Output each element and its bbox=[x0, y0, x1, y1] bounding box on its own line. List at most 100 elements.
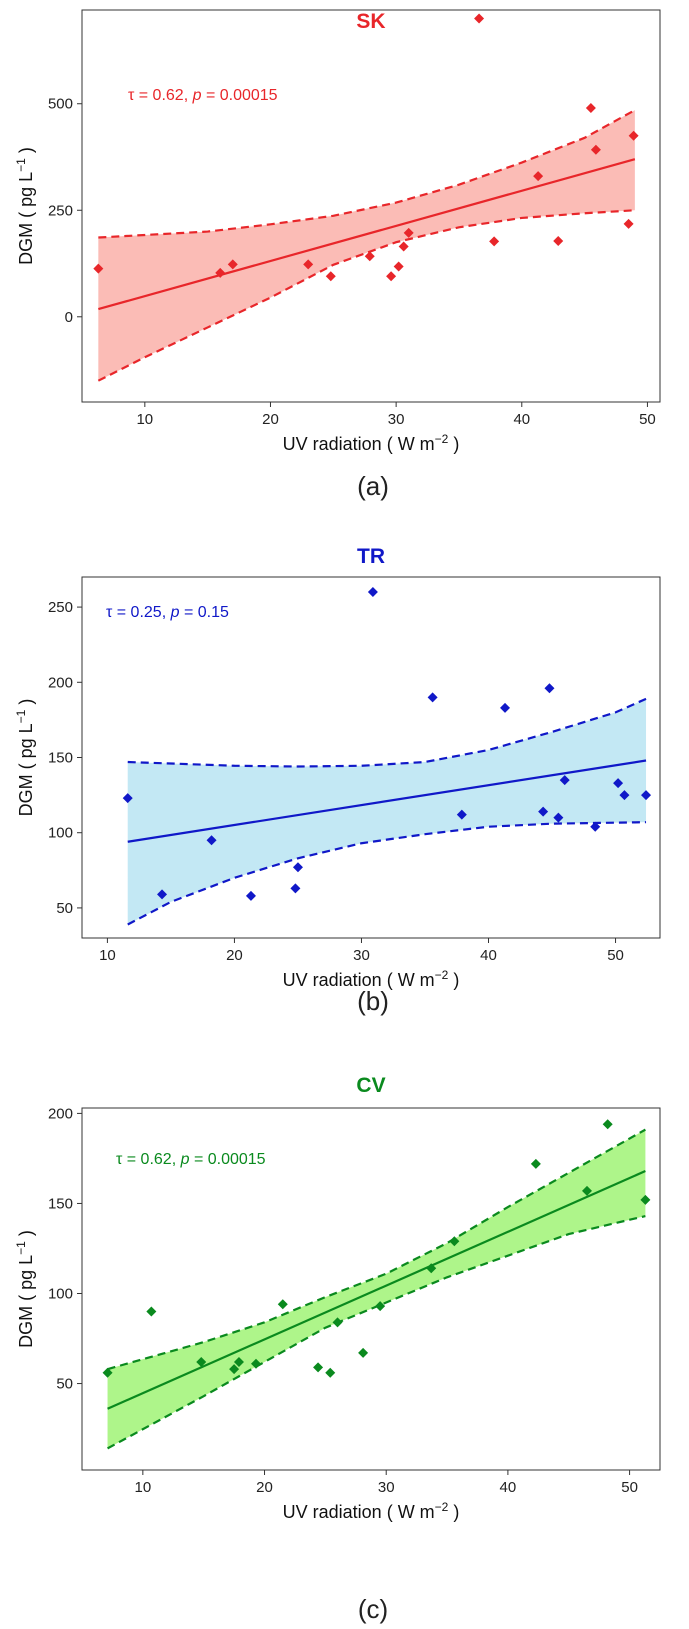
x-tick-label: 20 bbox=[226, 947, 243, 964]
confidence-band bbox=[127, 698, 647, 925]
stat-annotation: τ = 0.62, p = 0.00015 bbox=[128, 87, 278, 104]
x-tick-label: 10 bbox=[134, 1479, 151, 1496]
data-point bbox=[500, 702, 511, 713]
x-axis-label: UV radiation ( W m−2 ) bbox=[283, 968, 460, 990]
x-tick-label: 40 bbox=[513, 411, 530, 428]
chart-title: CV bbox=[356, 1074, 385, 1097]
data-point bbox=[292, 862, 303, 873]
stat-annotation: τ = 0.62, p = 0.00015 bbox=[116, 1151, 266, 1168]
data-point bbox=[533, 171, 544, 182]
data-point bbox=[590, 144, 601, 155]
chart-panel-cv: 10 20 30 40 50 50 100 150 200 CV τ = 0.62, p = 0.0… bbox=[14, 1074, 661, 1624]
x-tick-label: 50 bbox=[639, 411, 656, 428]
data-point bbox=[553, 235, 564, 246]
data-point bbox=[146, 1306, 157, 1317]
x-tick-label: 20 bbox=[256, 1479, 273, 1496]
plot-frame bbox=[81, 9, 661, 403]
plot-frame bbox=[81, 1107, 661, 1471]
y-tick-label: 150 bbox=[48, 750, 73, 767]
data-point bbox=[364, 251, 375, 262]
data-point bbox=[93, 263, 104, 274]
panel-label: (b) bbox=[357, 986, 389, 1016]
ci-upper-line bbox=[107, 1128, 646, 1371]
data-point bbox=[229, 1364, 240, 1375]
data-point bbox=[585, 103, 596, 113]
data-point bbox=[641, 790, 652, 801]
data-point bbox=[449, 1236, 460, 1247]
panel-label: (c) bbox=[358, 1594, 388, 1624]
y-tick-label: 100 bbox=[48, 1286, 73, 1303]
x-tick-label: 20 bbox=[262, 411, 279, 428]
data-point bbox=[403, 227, 414, 238]
x-tick-label: 10 bbox=[99, 947, 116, 964]
data-point bbox=[290, 883, 301, 894]
panel-label: (a) bbox=[357, 471, 389, 501]
data-point bbox=[619, 790, 630, 801]
data-point bbox=[215, 267, 226, 278]
x-tick-label: 50 bbox=[607, 947, 624, 964]
data-point bbox=[602, 1119, 613, 1130]
data-point bbox=[544, 683, 555, 694]
x-axis-label: UV radiation ( W m−2 ) bbox=[283, 1500, 460, 1522]
data-point bbox=[358, 1347, 369, 1358]
data-point bbox=[538, 806, 549, 817]
data-point bbox=[277, 1299, 288, 1310]
y-axis-label: DGM ( pg L−1 ) bbox=[14, 699, 36, 817]
data-point bbox=[251, 1358, 262, 1369]
x-tick-label: 50 bbox=[621, 1479, 638, 1496]
x-tick-label: 30 bbox=[378, 1479, 395, 1496]
data-point bbox=[102, 1367, 113, 1378]
data-point bbox=[640, 1194, 651, 1205]
data-point bbox=[489, 236, 500, 247]
x-tick-label: 40 bbox=[500, 1479, 517, 1496]
data-point bbox=[206, 835, 217, 846]
y-tick-label: 50 bbox=[56, 900, 73, 917]
x-tick-label: 30 bbox=[353, 947, 370, 964]
data-point bbox=[196, 1356, 207, 1367]
data-point bbox=[325, 1367, 336, 1378]
data-point bbox=[386, 271, 397, 282]
y-tick-label: 250 bbox=[48, 202, 73, 219]
y-tick-label: 150 bbox=[48, 1195, 73, 1212]
ci-lower-line bbox=[97, 209, 635, 382]
data-point bbox=[313, 1362, 324, 1373]
data-point bbox=[325, 271, 336, 282]
data-point bbox=[367, 587, 378, 598]
data-point bbox=[393, 261, 404, 272]
data-point bbox=[613, 778, 624, 789]
y-tick-label: 0 bbox=[65, 309, 73, 326]
x-axis-label: UV radiation ( W m−2 ) bbox=[283, 432, 460, 454]
data-point bbox=[398, 241, 409, 252]
chart-panel-tr: 10 20 30 40 50 50 100 150 200 250 TR τ = 0.25, p = … bbox=[14, 545, 661, 1016]
ci-upper-line bbox=[127, 697, 647, 768]
data-point bbox=[303, 259, 314, 270]
data-point bbox=[426, 1263, 437, 1274]
regression-line bbox=[107, 1170, 646, 1410]
ci-lower-line bbox=[107, 1214, 646, 1450]
data-point bbox=[157, 889, 168, 900]
x-tick-label: 40 bbox=[480, 947, 497, 964]
data-point bbox=[590, 821, 601, 832]
data-point bbox=[245, 890, 256, 901]
data-point bbox=[559, 775, 570, 786]
data-point bbox=[456, 809, 467, 820]
regression-line bbox=[98, 158, 636, 311]
y-axis-label: DGM ( pg L−1 ) bbox=[14, 1230, 36, 1348]
data-point bbox=[623, 218, 634, 229]
y-tick-label: 250 bbox=[48, 599, 73, 616]
stat-annotation: τ = 0.25, p = 0.15 bbox=[106, 604, 229, 621]
data-point bbox=[233, 1356, 244, 1367]
data-point bbox=[553, 812, 564, 823]
confidence-band bbox=[98, 110, 635, 381]
data-point bbox=[427, 692, 438, 703]
x-tick-label: 30 bbox=[388, 411, 405, 428]
y-tick-label: 50 bbox=[56, 1376, 73, 1393]
data-point bbox=[375, 1301, 386, 1312]
y-tick-label: 200 bbox=[48, 674, 73, 691]
y-tick-label: 200 bbox=[48, 1105, 73, 1122]
data-point bbox=[227, 259, 238, 270]
chart-title: SK bbox=[356, 10, 385, 33]
y-tick-label: 100 bbox=[48, 825, 73, 842]
chart-title: TR bbox=[357, 545, 385, 568]
